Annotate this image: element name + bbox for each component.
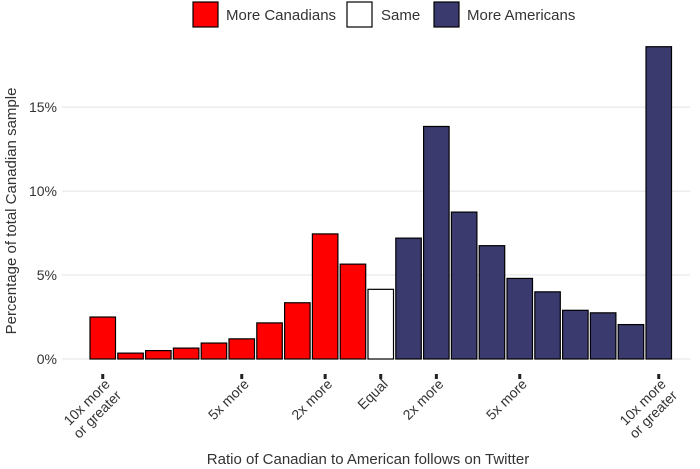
legend-label: More Canadians	[226, 7, 336, 24]
y-tick-label: 10%	[29, 183, 57, 199]
x-axis-ticks: 10x moreor greater 5x more 2x more Equal 2x …	[59, 374, 681, 442]
x-tick-mark	[434, 374, 438, 379]
y-tick-label: 15%	[29, 99, 57, 115]
x-tick-mark	[323, 374, 327, 379]
x-tick-mark	[240, 374, 244, 379]
x-tick-label: 10x moreor greater	[615, 376, 681, 442]
x-tick-label-group: 10x moreor greater	[615, 376, 681, 442]
x-tick-label: 2x more	[288, 376, 335, 423]
legend-swatch	[433, 1, 460, 28]
bar	[228, 338, 256, 360]
bar	[200, 342, 228, 360]
bar	[478, 245, 506, 360]
x-tick-label-group: Equal	[354, 376, 391, 413]
x-tick-label-line: 2x more	[399, 376, 446, 423]
x-tick-label-group: 10x moreor greater	[59, 376, 125, 442]
legend-swatch	[192, 1, 219, 28]
bar	[506, 277, 534, 360]
x-tick-mark	[657, 374, 661, 379]
y-tick-label: 5%	[37, 267, 57, 283]
x-tick-label-line: 2x more	[288, 376, 335, 423]
legend-label: More Americans	[467, 7, 575, 24]
x-axis-title: Ratio of Canadian to American follows on…	[207, 451, 529, 468]
bar	[145, 350, 172, 360]
legend-swatch	[346, 1, 373, 28]
x-tick-label-line: 5x more	[205, 376, 252, 423]
bar	[339, 263, 367, 360]
x-tick-label-line: Equal	[354, 376, 391, 413]
bar	[117, 352, 144, 360]
x-tick-label: Equal	[354, 376, 391, 413]
x-tick-label: 5x more	[205, 376, 252, 423]
x-tick-mark	[379, 374, 383, 379]
x-tick-label: 10x moreor greater	[59, 376, 125, 442]
y-axis-title: Percentage of total Canadian sample	[3, 88, 20, 335]
bar	[89, 316, 117, 360]
bar	[589, 312, 617, 360]
bar	[172, 347, 200, 360]
x-tick-label-group: 5x more	[483, 376, 530, 423]
bar	[423, 125, 450, 360]
y-tick-label: 0%	[37, 351, 57, 367]
x-tick-label-group: 2x more	[399, 376, 446, 423]
x-tick-label-line: 5x more	[483, 376, 530, 423]
legend: More Canadians Same More Americans	[192, 1, 575, 28]
bar	[311, 233, 339, 360]
bar	[367, 288, 395, 360]
bar	[256, 322, 283, 360]
bar	[534, 291, 561, 360]
bar	[450, 211, 478, 360]
x-tick-mark	[101, 374, 105, 379]
bar	[645, 46, 673, 360]
x-tick-mark	[518, 374, 522, 379]
x-tick-label-group: 5x more	[205, 376, 252, 423]
bars	[89, 46, 673, 360]
x-tick-label-group: 2x more	[288, 376, 335, 423]
x-tick-label: 2x more	[399, 376, 446, 423]
bar	[395, 237, 422, 360]
bar	[617, 323, 645, 360]
bar	[561, 309, 589, 360]
x-tick-label: 5x more	[483, 376, 530, 423]
y-axis-ticks: 0% 5% 10% 15%	[29, 99, 57, 367]
legend-label: Same	[381, 7, 420, 24]
bar	[284, 302, 311, 360]
